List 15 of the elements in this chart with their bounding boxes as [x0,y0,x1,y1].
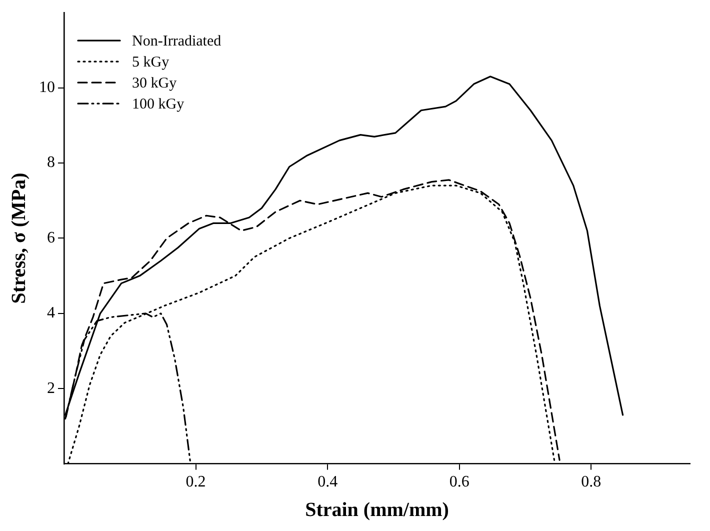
x-tick-label: 0.8 [581,474,602,491]
y-tick-label: 8 [47,154,55,172]
legend-label: Non-Irradiated [132,34,222,50]
x-tick-label: 0.2 [186,474,206,491]
legend-label: 30 kGy [132,76,178,92]
y-axis-title: Stress, σ (MPa) [8,172,30,304]
y-tick-label: 6 [47,229,55,246]
legend-label: 5 kGy [132,54,170,71]
y-tick-label: 10 [39,79,55,96]
y-tick-label: 4 [47,304,55,322]
x-tick-label: 0.6 [449,474,470,491]
y-tick-label: 2 [47,380,55,397]
x-tick-label: 0.4 [318,474,338,491]
x-axis-title: Strain (mm/mm) [305,499,449,522]
legend-label: 100 kGy [132,96,185,113]
